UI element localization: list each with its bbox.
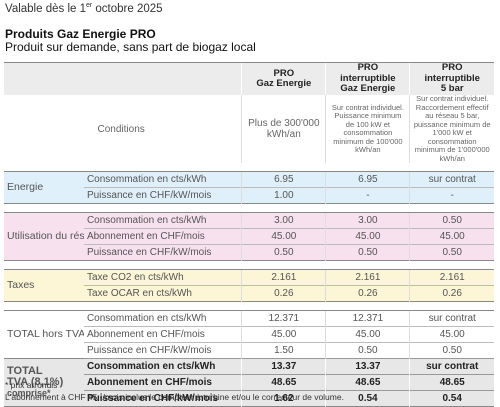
cell-value: 48.65 [409,374,494,391]
row-label: Consommation en cts/kWh [83,358,242,375]
table-row: Taxes Taxe CO2 en cts/kWh 2.161 2.161 2.… [4,269,494,302]
cell-value: 2.161 [409,269,494,286]
table-row: TOTAL hors TVA Consommation en cts/kWh 1… [4,310,494,359]
row-label: Puissance en CHF/kW/mois [83,187,242,204]
cell-value: 1.50 [241,342,326,359]
table-row: Puissance en CHF/kW/mois 1.62 0.54 0.54 [4,390,494,407]
row-label: Puissance en CHF/kW/mois [83,342,242,359]
group-label-total-hors-tva: TOTAL hors TVA [4,310,84,359]
cell-value: 48.65 [241,374,326,391]
footnote-subscription: L'abonnement à CHF 45.-/mois inclus le c… [5,392,344,402]
cell-value: 0.50 [325,342,410,359]
cell-value: sur contrat [409,171,494,188]
table-row: Abonnement en CHF/mois 45.00 45.00 45.00 [4,228,494,245]
cell-value: 45.00 [241,326,326,343]
row-label: Abonnement en CHF/mois [83,374,242,391]
conditions-col1: Plus de 300'000 kWh/an [241,95,326,163]
table-row: Puissance en CHF/kW/mois 1.00 - - [4,187,494,204]
conditions-col2: Sur contrat individuel. Puissance minimu… [325,95,410,163]
column-header-pro-gaz-energie: PRO Gaz Energie [241,62,326,95]
tariff-table: PRO Gaz Energie PRO interruptible Gaz Energ… [4,62,494,407]
conditions-label: Conditions [97,123,145,135]
table-row: Abonnement en CHF/mois 48.65 48.65 48.65 [4,374,494,391]
cell-value: 48.65 [325,374,410,391]
cell-value: 2.161 [325,269,410,286]
table-row: Utilisation du réseau Consommation en ct… [4,212,494,261]
row-label: Abonnement en CHF/mois [83,228,242,245]
conditions-col3: Sur contrat individuel. Raccordement eff… [409,95,494,163]
cell-value: 45.00 [241,228,326,245]
cell-value: 6.95 [241,171,326,188]
group-label-taxes: Taxes [4,269,84,302]
group-label-reseau: Utilisation du réseau [4,212,84,261]
cell-value: 13.37 [325,358,410,375]
cell-value: sur contrat [409,310,494,327]
table-row: Puissance en CHF/kW/mois 0.50 0.50 0.50 [4,244,494,261]
table-row: Taxe OCAR en cts/kWh 0.26 0.26 0.26 [4,285,494,302]
cell-value: 1.62 [241,390,326,407]
cell-value: - [409,187,494,204]
cell-value: 2.161 [241,269,326,286]
cell-value: 0.50 [241,244,326,261]
cell-value: sur contrat [409,358,494,375]
table-row: Puissance en CHF/kW/mois 1.50 0.50 0.50 [4,342,494,359]
row-label: Taxe CO2 en cts/kWh [83,269,242,286]
cell-value: 3.00 [325,212,410,229]
row-label: Consommation en cts/kWh [83,171,242,188]
cell-value: 0.50 [409,244,494,261]
cell-value: 0.54 [325,390,410,407]
row-label: Abonnement en CHF/mois [83,326,242,343]
group-label-total-tva-comprise: TOTAL TVA (8,1%) comprise* [4,358,84,407]
cell-value: 0.54 [409,390,494,407]
cell-value: 45.00 [325,326,410,343]
cell-value: 0.50 [409,212,494,229]
column-header-pro-interruptible-gaz-energie: PRO interruptible Gaz Energie [325,62,410,95]
table-header-row: PRO Gaz Energie PRO interruptible Gaz Energ… [4,62,494,95]
cell-value: 6.95 [325,171,410,188]
table-row: TOTAL TVA (8,1%) comprise* Consommation … [4,358,494,407]
cell-value: 12.371 [241,310,326,327]
group-label-energie: Energie [4,171,84,204]
cell-value: 12.371 [325,310,410,327]
cell-value: 0.50 [325,244,410,261]
row-label: Taxe OCAR en cts/kWh [83,285,242,302]
cell-value: 0.26 [409,285,494,302]
footnote-rounded-prices: * prix arrondis [5,380,58,390]
cell-value: - [325,187,410,204]
cell-value: 1.00 [241,187,326,204]
conditions-row: Conditions Plus de 300'000 kWh/an Sur co… [4,95,494,163]
row-label: Consommation en cts/kWh [83,212,242,229]
cell-value: 13.37 [241,358,326,375]
validity-date: Valable dès le 1er octobre 2025 [5,2,163,15]
cell-value: 0.50 [409,342,494,359]
cell-value: 3.00 [241,212,326,229]
cell-value: 45.00 [409,228,494,245]
table-row: Abonnement en CHF/mois 45.00 45.00 45.00 [4,326,494,343]
row-label: Consommation en cts/kWh [83,310,242,327]
row-label: Puissance en CHF/kW/mois [83,390,242,407]
header-empty-cell [4,62,242,95]
cell-value: 45.00 [409,326,494,343]
cell-value: 45.00 [325,228,410,245]
table-row: Energie Consommation en cts/kWh 6.95 6.9… [4,171,494,204]
column-header-pro-interruptible-5-bar: PRO interruptible 5 bar [409,62,494,95]
product-subtitle: Produit sur demande, sans part de biogaz… [5,40,256,54]
cell-value: 0.26 [241,285,326,302]
product-title: Produits Gaz Energie PRO [5,27,156,41]
row-label: Puissance en CHF/kW/mois [83,244,242,261]
cell-value: 0.26 [325,285,410,302]
